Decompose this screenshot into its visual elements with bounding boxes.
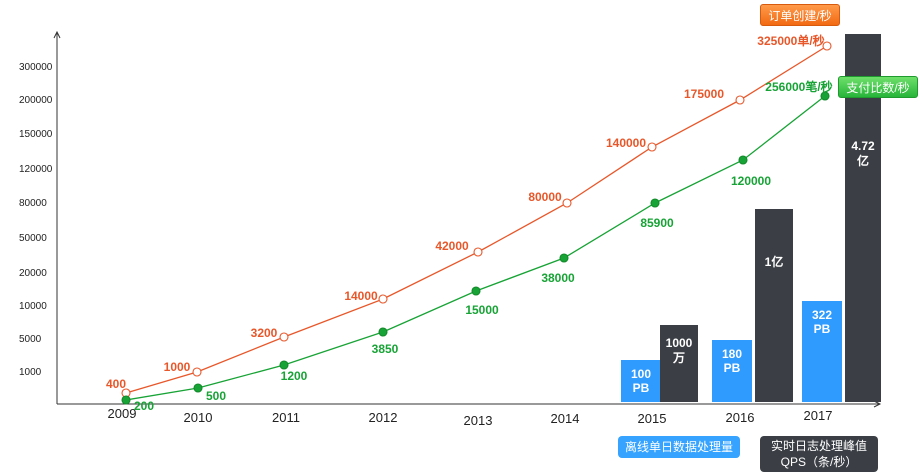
realtime-qps-bar-label: 1000 (666, 336, 693, 350)
payment-series-point-label: 200 (134, 399, 154, 413)
order-series-point-label: 80000 (528, 190, 562, 204)
y-tick-label: 120000 (19, 164, 53, 175)
payment-series-point (559, 253, 569, 263)
offline-data-bar-label: 100 (631, 367, 651, 381)
y-axis-arrow (53, 30, 61, 39)
x-tick-label: 2010 (184, 410, 213, 425)
order-series-point (822, 41, 832, 51)
realtime-qps-legend-line2: QPS（条/秒） (780, 455, 858, 469)
order-series-point (647, 142, 657, 152)
offline-data-bar-label: 322 (812, 308, 832, 322)
order-create-badge: 订单创建/秒 (760, 4, 840, 26)
y-tick-label: 5000 (19, 334, 42, 345)
payment-count-badge: 支付比数/秒 (838, 76, 918, 98)
x-tick-label: 2012 (369, 410, 398, 425)
offline-data-bar (802, 301, 842, 402)
realtime-qps-bar-label: 亿 (857, 153, 869, 168)
y-tick-label: 1000 (19, 367, 42, 378)
offline-data-bar-label: PB (633, 381, 650, 395)
payment-series-point (121, 395, 131, 405)
x-tick-label: 2017 (804, 408, 833, 423)
realtime-qps-legend: 实时日志处理峰值 QPS（条/秒） (760, 436, 878, 472)
y-tick-label: 200000 (19, 95, 53, 106)
order-series-point-label: 14000 (344, 289, 378, 303)
realtime-qps-legend-line1: 实时日志处理峰值 (770, 439, 867, 453)
offline-data-bar (621, 360, 661, 402)
y-tick-label: 50000 (19, 233, 47, 244)
payment-series-point (193, 383, 203, 393)
y-tick-label: 150000 (19, 129, 53, 140)
order-series-point (378, 294, 388, 304)
order-series-point-label: 1000 (164, 360, 191, 374)
payment-series-point-label: 256000笔/秒 (765, 79, 832, 94)
x-tick-label: 2014 (551, 411, 580, 426)
payment-series-point-label: 500 (206, 389, 226, 403)
payment-series-point (650, 198, 660, 208)
payment-series-point-label: 3850 (372, 342, 399, 356)
payment-series-point-label: 85900 (640, 216, 674, 230)
x-tick-label: 2009 (108, 406, 137, 421)
offline-processing-legend: 离线单日数据处理量 (618, 436, 740, 458)
payment-series-point-label: 1200 (281, 369, 308, 383)
offline-data-bar (712, 340, 752, 402)
y-tick-label: 10000 (19, 301, 47, 312)
realtime-qps-bar-label: 4.72 (851, 139, 875, 153)
order-series-point (192, 367, 202, 377)
x-tick-label: 2015 (638, 411, 667, 426)
y-tick-label: 300000 (19, 62, 53, 73)
order-series-point-label: 325000单/秒 (757, 33, 824, 48)
x-tick-label: 2011 (272, 410, 300, 425)
order-series-point-label: 42000 (435, 239, 469, 253)
realtime-qps-bar (660, 325, 698, 402)
order-series-point (562, 198, 572, 208)
order-series-point (473, 247, 483, 257)
payment-series-point-label: 120000 (731, 174, 771, 188)
offline-data-bar-label: 180 (722, 347, 742, 361)
offline-data-bar-label: PB (724, 361, 741, 375)
order-series-point-label: 3200 (251, 326, 278, 340)
order-series-point (279, 332, 289, 342)
payment-series-point (820, 91, 830, 101)
realtime-qps-bar-label: 1亿 (765, 254, 784, 269)
x-tick-label: 2016 (726, 410, 755, 425)
realtime-qps-bar-label: 万 (672, 351, 685, 365)
y-tick-label: 20000 (19, 268, 47, 279)
realtime-qps-bar (755, 209, 793, 402)
order-series-point-label: 140000 (606, 136, 646, 150)
payment-series-point (279, 360, 289, 370)
offline-data-bar-label: PB (814, 322, 831, 336)
payment-series-point (378, 327, 388, 337)
payment-series-point (738, 155, 748, 165)
payment-series-point-label: 38000 (541, 271, 575, 285)
y-tick-label: 80000 (19, 198, 47, 209)
payment-series-point (471, 286, 481, 296)
order-series-point-label: 175000 (684, 87, 724, 101)
x-tick-label: 2013 (464, 413, 493, 428)
payment-series-point-label: 15000 (465, 303, 499, 317)
order-series-point-label: 400 (106, 377, 126, 391)
order-series-point (735, 95, 745, 105)
